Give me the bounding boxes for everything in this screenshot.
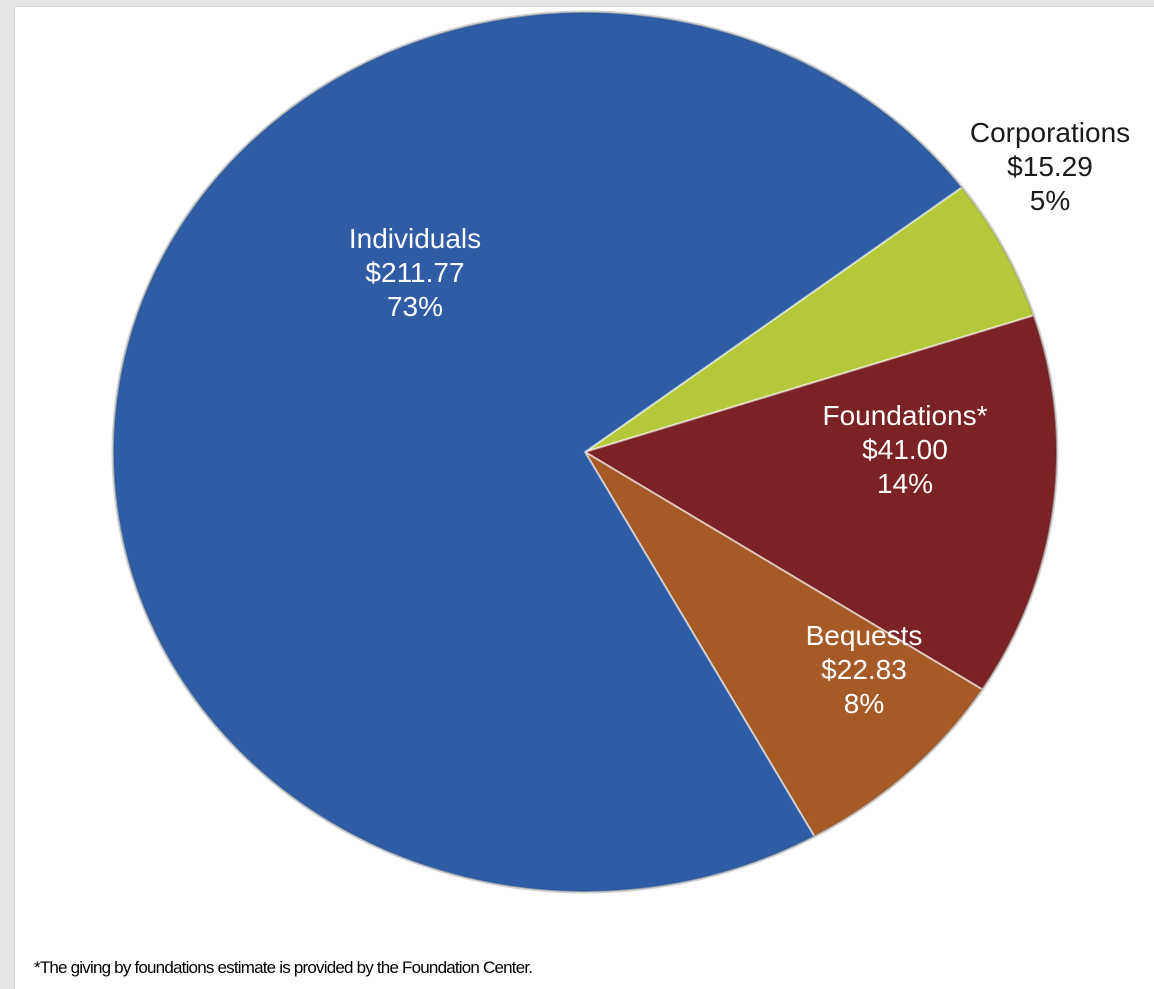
footnote: *The giving by foundations estimate is p… bbox=[34, 958, 533, 977]
slice-individuals bbox=[112, 11, 964, 893]
slice-foundations-amount: $41.00 bbox=[862, 434, 948, 465]
slice-individuals-amount: $211.77 bbox=[365, 257, 464, 288]
slice-bequests bbox=[584, 451, 984, 838]
slice-corporations-label: Corporations bbox=[970, 117, 1130, 148]
slice-individuals-label: Individuals bbox=[349, 223, 481, 254]
slice-bequests-label: Bequests bbox=[806, 620, 923, 651]
slice-foundations bbox=[582, 314, 1058, 691]
slice-bequests-amount: $22.83 bbox=[821, 654, 907, 685]
slice-foundations-label: Foundations* bbox=[822, 400, 987, 431]
pie-slices bbox=[111, 10, 1059, 894]
slice-corporations-amount: $15.29 bbox=[1007, 151, 1093, 182]
slice-corporations bbox=[584, 185, 1035, 453]
slice-foundations-percent: 14% bbox=[877, 468, 933, 499]
slice-individuals-percent: 73% bbox=[387, 291, 443, 322]
slice-bequests-percent: 8% bbox=[844, 688, 884, 719]
slice-corporations-percent: 5% bbox=[1030, 185, 1070, 216]
pie-rim bbox=[111, 10, 1059, 894]
